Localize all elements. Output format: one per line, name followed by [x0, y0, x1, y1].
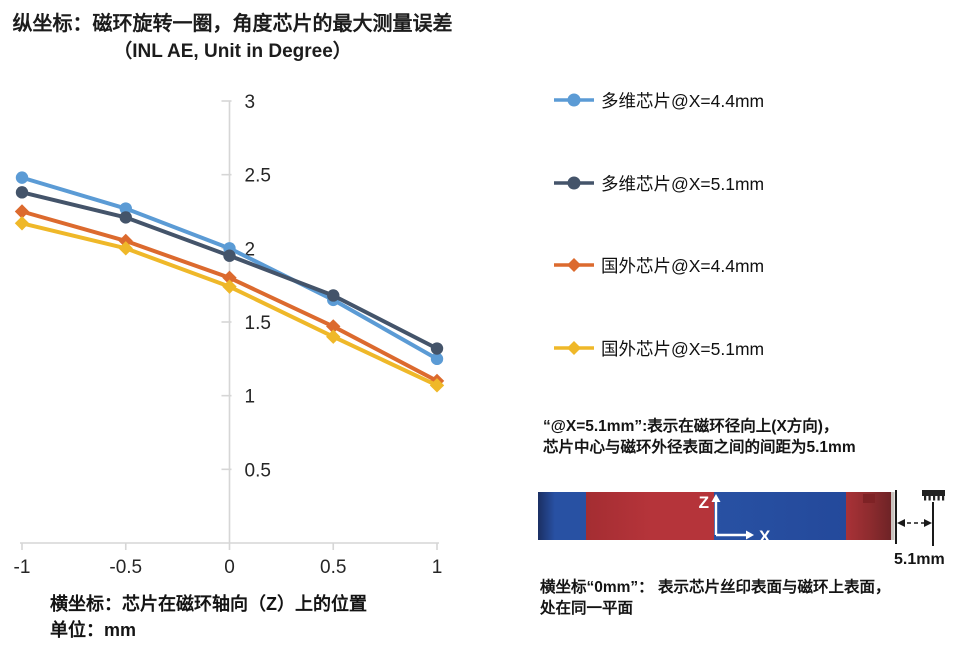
svg-text:5.1mm: 5.1mm [894, 551, 945, 568]
legend-label: 国外芯片@X=5.1mm [601, 338, 765, 359]
legend-label: 多维芯片@X=5.1mm [601, 173, 765, 194]
line-circle-marker-icon [554, 93, 594, 107]
svg-text:2: 2 [245, 239, 256, 260]
svg-text:2.5: 2.5 [245, 166, 271, 187]
x-distance-note-line2: 芯片中心与磁环外径表面之间的间距为5.1mm [543, 439, 856, 456]
svg-text:3: 3 [245, 92, 256, 113]
line-circle-marker-icon [554, 176, 594, 190]
x-axis-caption-line2: 单位：mm [50, 620, 137, 640]
line-diamond-marker-icon [554, 341, 594, 355]
svg-text:0.5: 0.5 [320, 557, 346, 578]
zero-position-note-line1: 横坐标“0mm”： 表示芯片丝印表面与磁环上表面， [540, 579, 891, 596]
magnet-ring-diagram: Z X 5.1mm [538, 490, 945, 568]
svg-text:1: 1 [245, 387, 256, 408]
legend-label: 多维芯片@X=4.4mm [601, 90, 765, 111]
chart-title-line1: 纵坐标：磁环旋转一圈，角度芯片的最大测量误差 [12, 13, 453, 35]
chart-title: 纵坐标：磁环旋转一圈，角度芯片的最大测量误差 （INL AE, Unit in … [0, 10, 465, 66]
legend-item-series-1: 多维芯片@X=5.1mm [553, 171, 764, 195]
error-line-chart: 0.5 1 1.5 2 2.5 3 -1 -0.5 0 0.5 1 [14, 92, 445, 578]
line-diamond-marker-icon [554, 258, 594, 272]
svg-text:Z: Z [699, 493, 709, 512]
x-axis-caption-line1: 横坐标：芯片在磁环轴向（Z）上的位置 [50, 594, 367, 614]
legend-label: 国外芯片@X=4.4mm [601, 255, 765, 276]
legend-item-series-3: 国外芯片@X=5.1mm [553, 336, 764, 360]
zero-position-note-line2: 处在同一平面 [540, 600, 634, 617]
svg-text:0.5: 0.5 [245, 460, 271, 481]
zero-position-note: 横坐标“0mm”： 表示芯片丝印表面与磁环上表面， 处在同一平面 [540, 577, 891, 619]
chart-legend: 多维芯片@X=4.4mm 多维芯片@X=5.1mm 国外芯片@X=4.4mm 国… [553, 0, 953, 400]
chart-title-line2: （INL AE, Unit in Degree） [113, 41, 352, 62]
legend-item-series-0: 多维芯片@X=4.4mm [553, 88, 764, 112]
svg-text:0: 0 [224, 557, 235, 578]
svg-text:-0.5: -0.5 [109, 557, 142, 578]
svg-text:1.5: 1.5 [245, 313, 271, 334]
x-axis-caption: 横坐标：芯片在磁环轴向（Z）上的位置 单位：mm [50, 591, 367, 643]
svg-text:-1: -1 [14, 557, 31, 578]
x-distance-note: “@X=5.1mm”:表示在磁环径向上(X方向)， 芯片中心与磁环外径表面之间的… [543, 416, 856, 458]
svg-text:X: X [759, 527, 771, 546]
x-distance-note-line1: “@X=5.1mm”:表示在磁环径向上(X方向)， [543, 418, 839, 435]
svg-text:1: 1 [432, 557, 443, 578]
legend-item-series-2: 国外芯片@X=4.4mm [553, 253, 764, 277]
